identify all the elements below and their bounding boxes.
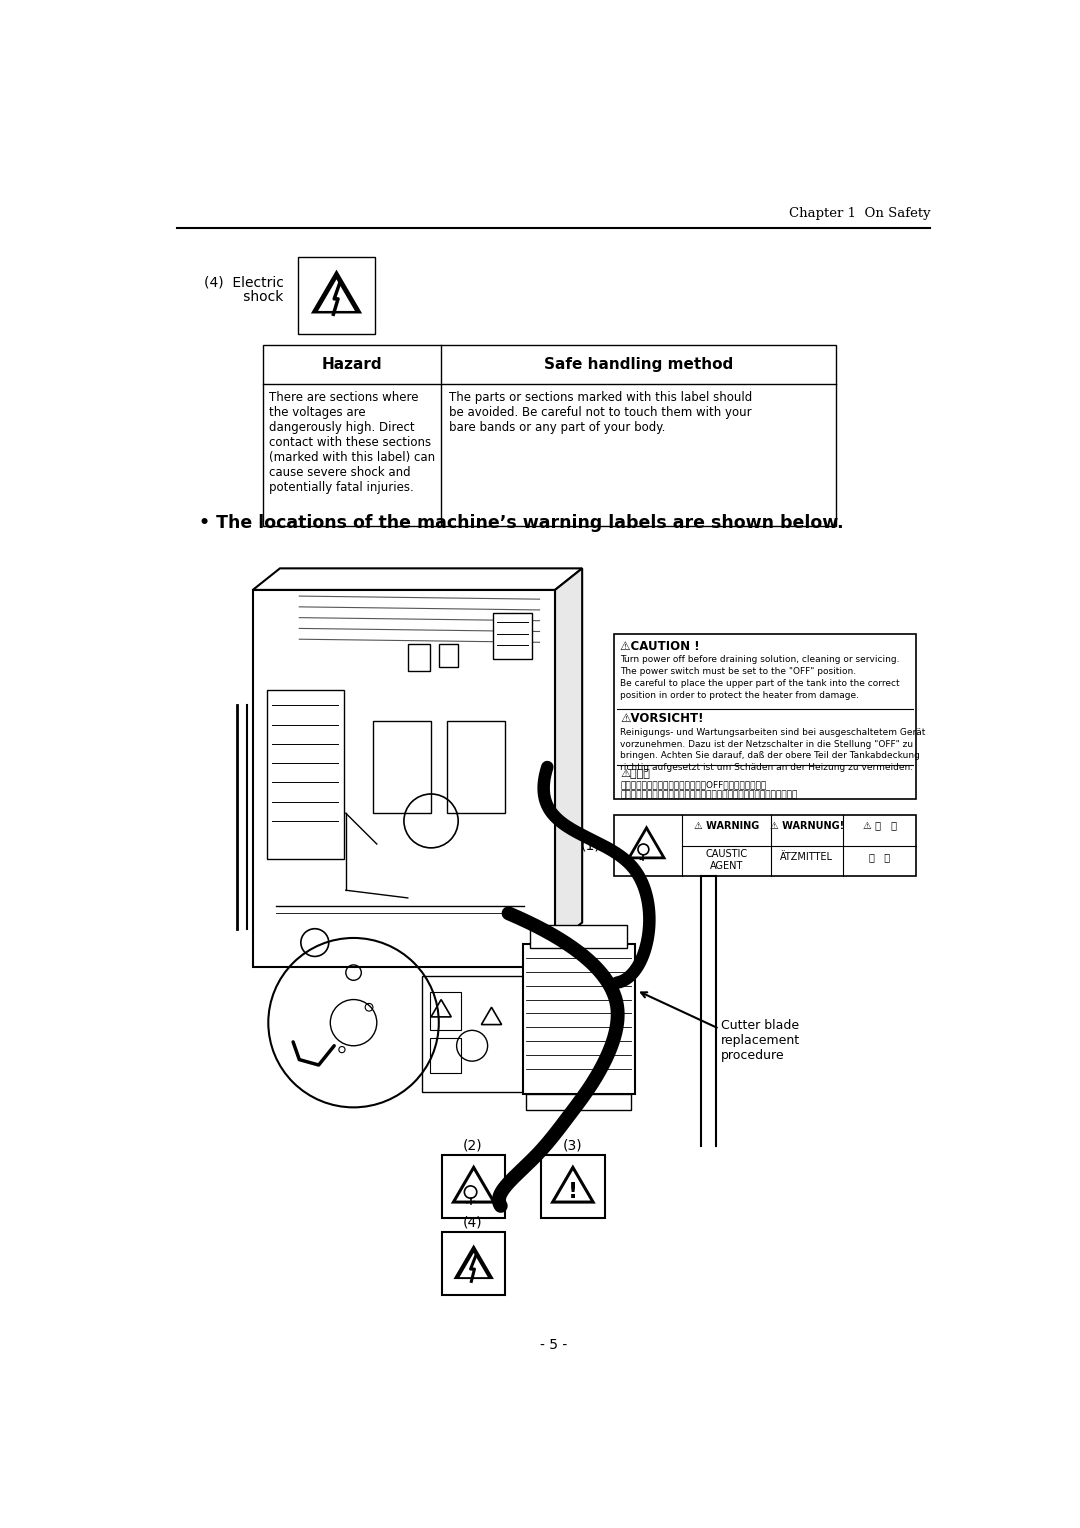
Text: The parts or sections marked with this label should
be avoided. Be careful not t: The parts or sections marked with this l… <box>449 391 752 434</box>
Bar <box>430 992 460 1030</box>
Polygon shape <box>318 280 355 310</box>
Bar <box>422 976 523 1093</box>
Bar <box>541 1155 605 1218</box>
Text: Safe handling method: Safe handling method <box>544 358 733 371</box>
Bar <box>373 721 431 813</box>
Polygon shape <box>629 828 664 857</box>
Text: Hazard: Hazard <box>322 358 382 371</box>
Bar <box>442 1155 505 1218</box>
Text: There are sections where
the voltages are
dangerously high. Direct
contact with : There are sections where the voltages ar… <box>269 391 435 494</box>
Text: (3): (3) <box>563 1138 583 1152</box>
Text: shock: shock <box>217 290 284 304</box>
Bar <box>613 634 916 799</box>
Text: また、作業を行うために、タンクの上蓋は、正しくセットしてください。: また、作業を行うために、タンクの上蓋は、正しくセットしてください。 <box>620 790 797 799</box>
Text: ⚠注意！: ⚠注意！ <box>620 767 650 778</box>
Bar <box>526 1094 631 1109</box>
Text: - 5 -: - 5 - <box>540 1339 567 1352</box>
Bar <box>253 590 555 967</box>
Polygon shape <box>454 1244 494 1279</box>
Text: ⚠CAUTION !: ⚠CAUTION ! <box>620 640 700 652</box>
Bar <box>438 643 458 666</box>
Polygon shape <box>454 1167 494 1203</box>
Text: Cutter blade
replacement
procedure: Cutter blade replacement procedure <box>721 1019 800 1062</box>
Text: 腐   食: 腐 食 <box>869 851 890 862</box>
Text: ⚠ WARNING: ⚠ WARNING <box>693 821 759 831</box>
Text: (2): (2) <box>462 1138 482 1152</box>
Polygon shape <box>311 269 362 313</box>
Bar <box>430 1038 460 1073</box>
Text: (4)  Electric: (4) Electric <box>204 275 284 290</box>
Text: ⚠VORSICHT!: ⚠VORSICHT! <box>620 712 704 726</box>
Bar <box>262 345 836 526</box>
Bar <box>298 257 375 333</box>
Bar <box>494 613 531 659</box>
Bar <box>446 721 504 813</box>
Polygon shape <box>553 1167 593 1203</box>
Text: • The locations of the machine’s warning labels are shown below.: • The locations of the machine’s warning… <box>199 515 843 532</box>
Polygon shape <box>555 568 582 944</box>
Text: ⚠ WARNUNG!: ⚠ WARNUNG! <box>770 821 843 831</box>
Text: Chapter 1  On Safety: Chapter 1 On Safety <box>788 208 930 220</box>
Polygon shape <box>253 568 582 590</box>
Bar <box>267 691 345 859</box>
Text: Turn power off before draining solution, cleaning or servicing.
The power switch: Turn power off before draining solution,… <box>620 656 900 700</box>
Polygon shape <box>459 1253 488 1277</box>
Bar <box>442 1232 505 1296</box>
Text: 作業の前には、必ず電源スイッチをOFFにしてください。: 作業の前には、必ず電源スイッチをOFFにしてください。 <box>620 781 767 788</box>
Text: (1): (1) <box>580 839 600 853</box>
Bar <box>523 944 635 1094</box>
Text: (4): (4) <box>462 1215 482 1229</box>
Text: ÄTZMITTEL: ÄTZMITTEL <box>781 851 834 862</box>
Text: Reinigungs- und Wartungsarbeiten sind bei ausgeschaltetem Gerät
vorzunehmen. Daz: Reinigungs- und Wartungsarbeiten sind be… <box>620 727 926 772</box>
Text: !: ! <box>568 1183 578 1203</box>
Text: ⚠ 警   告: ⚠ 警 告 <box>863 821 896 831</box>
Bar <box>530 924 627 947</box>
Text: CAUSTIC
AGENT: CAUSTIC AGENT <box>705 850 747 871</box>
Bar <box>408 643 430 671</box>
Bar <box>613 814 916 877</box>
